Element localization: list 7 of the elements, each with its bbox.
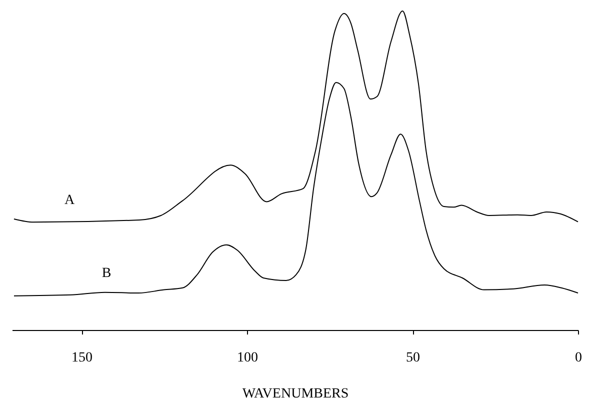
x-tick-label: 100 (237, 350, 258, 366)
x-tick-label: 0 (575, 350, 582, 366)
x-tick-label: 50 (406, 350, 420, 366)
x-tick-label: 150 (72, 350, 93, 366)
series-label: A (64, 193, 76, 208)
x-axis-title: WAVENUMBERS (242, 386, 349, 402)
series-label: B (102, 266, 112, 281)
